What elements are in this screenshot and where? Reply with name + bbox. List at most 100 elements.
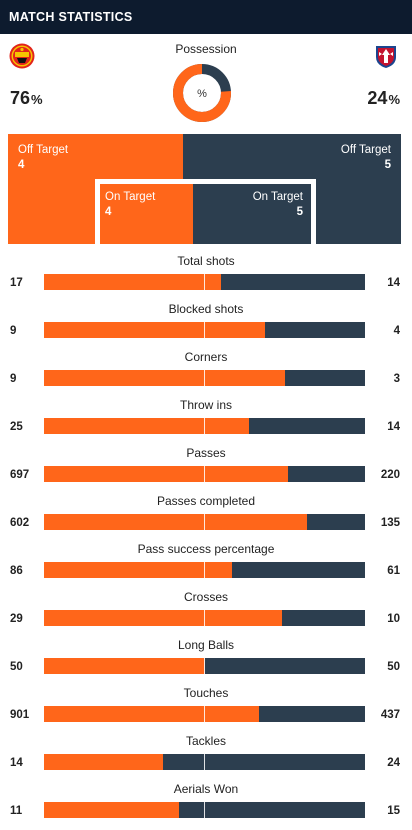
away-possession-number: 24 (367, 88, 388, 108)
goal-frame: On Target 4 On Target 5 (95, 179, 316, 244)
stat-row: Long Balls 50 50 (0, 638, 412, 686)
stat-bar (44, 658, 365, 674)
stat-bar (44, 466, 365, 482)
home-on-target-label: On Target (105, 191, 156, 203)
stat-home-value: 11 (10, 805, 23, 817)
stat-bar (44, 802, 365, 818)
stat-bar-home-fill (44, 610, 282, 626)
away-on-target-value: 5 (296, 206, 303, 218)
stat-bar-home-fill (44, 514, 308, 530)
stat-home-value: 50 (10, 661, 23, 673)
stat-row: Passes 697 220 (0, 446, 412, 494)
stat-label: Total shots (177, 254, 235, 268)
stat-home-value: 9 (10, 325, 17, 337)
stat-row: Blocked shots 9 4 (0, 302, 412, 350)
match-statistics-header: MATCH STATISTICS (0, 0, 412, 34)
stat-bar (44, 610, 365, 626)
stat-bar-midline (204, 802, 205, 818)
away-off-target-label: Off Target (340, 144, 391, 156)
stat-bar-midline (204, 562, 205, 578)
stat-away-value: 10 (387, 613, 400, 625)
stat-row: Crosses 29 10 (0, 590, 412, 638)
home-on-target-block: On Target 4 (100, 184, 193, 244)
stat-label: Touches (183, 686, 229, 700)
home-off-target-label: Off Target (18, 144, 69, 156)
stat-home-value: 9 (10, 373, 17, 385)
stat-bar-midline (204, 370, 205, 386)
stat-label: Crosses (183, 590, 228, 604)
stat-bar-midline (204, 466, 205, 482)
stat-away-value: 50 (387, 661, 400, 673)
stat-row: Passes completed 602 135 (0, 494, 412, 542)
stat-row: Touches 901 437 (0, 686, 412, 734)
stat-away-value: 3 (393, 373, 400, 385)
stat-home-value: 29 (10, 613, 23, 625)
stat-bar (44, 322, 365, 338)
stat-away-value: 61 (387, 565, 400, 577)
stat-bar (44, 274, 365, 290)
stat-label: Blocked shots (168, 302, 244, 316)
stat-label: Throw ins (179, 398, 232, 412)
stat-bar-midline (204, 514, 205, 530)
stat-row: Pass success percentage 86 61 (0, 542, 412, 590)
possession-label: Possession (175, 42, 237, 56)
stat-away-value: 220 (380, 469, 400, 481)
stat-away-value: 437 (380, 709, 400, 721)
home-percent-sign: % (31, 92, 43, 107)
away-off-target-value: 5 (384, 159, 391, 171)
stat-home-value: 14 (10, 757, 23, 769)
stat-bar-home-fill (44, 754, 163, 770)
stat-bar-home-fill (44, 322, 266, 338)
stat-bar (44, 370, 365, 386)
stat-bar (44, 514, 365, 530)
stat-label: Aerials Won (173, 782, 239, 796)
stat-bar-home-fill (44, 562, 232, 578)
stat-bar-home-fill (44, 466, 288, 482)
stat-home-value: 86 (10, 565, 23, 577)
stat-bar-home-fill (44, 418, 250, 434)
home-possession-value: 76% (10, 88, 43, 109)
stat-row: Aerials Won 11 15 (0, 782, 412, 830)
stat-bar-midline (204, 610, 205, 626)
stat-row: Tackles 14 24 (0, 734, 412, 782)
home-off-target-value: 4 (18, 159, 25, 171)
stat-home-value: 697 (10, 469, 30, 481)
stat-home-value: 602 (10, 517, 30, 529)
stat-bar-home-fill (44, 274, 221, 290)
stat-label: Corners (184, 350, 228, 364)
page-title: MATCH STATISTICS (9, 10, 133, 24)
crystal-palace-crest-icon (376, 46, 396, 68)
stat-home-value: 17 (10, 277, 23, 289)
stat-label: Tackles (185, 734, 226, 748)
stat-home-value: 901 (10, 709, 30, 721)
away-on-target-block: On Target 5 (193, 184, 311, 244)
stat-bar (44, 754, 365, 770)
stat-bar-home-fill (44, 658, 205, 674)
stat-away-value: 4 (393, 325, 400, 337)
home-possession-number: 76 (10, 88, 31, 108)
stat-label: Passes completed (156, 494, 256, 508)
manchester-united-crest-icon (9, 43, 35, 69)
stat-bar (44, 562, 365, 578)
stat-bar-midline (204, 322, 205, 338)
stat-bar (44, 418, 365, 434)
away-on-target-label: On Target (252, 191, 303, 203)
away-possession-value: 24% (367, 88, 400, 109)
possession-donut-chart: % (173, 64, 231, 122)
stat-away-value: 14 (387, 421, 400, 433)
stat-bar-midline (204, 658, 205, 674)
stat-away-value: 15 (387, 805, 400, 817)
stat-row: Total shots 17 14 (0, 254, 412, 302)
stat-bar-midline (204, 418, 205, 434)
stat-bar-midline (204, 706, 205, 722)
stat-bar-midline (204, 274, 205, 290)
away-percent-sign: % (388, 92, 400, 107)
shots-goal-graphic: Off Target 4 Off Target 5 On Target 4 On… (8, 134, 401, 244)
stat-bar-home-fill (44, 706, 260, 722)
stat-label: Long Balls (177, 638, 235, 652)
stat-row: Throw ins 25 14 (0, 398, 412, 446)
stat-bar-home-fill (44, 802, 179, 818)
possession-center-symbol: % (197, 88, 207, 100)
stat-home-value: 25 (10, 421, 23, 433)
stat-away-value: 14 (387, 277, 400, 289)
